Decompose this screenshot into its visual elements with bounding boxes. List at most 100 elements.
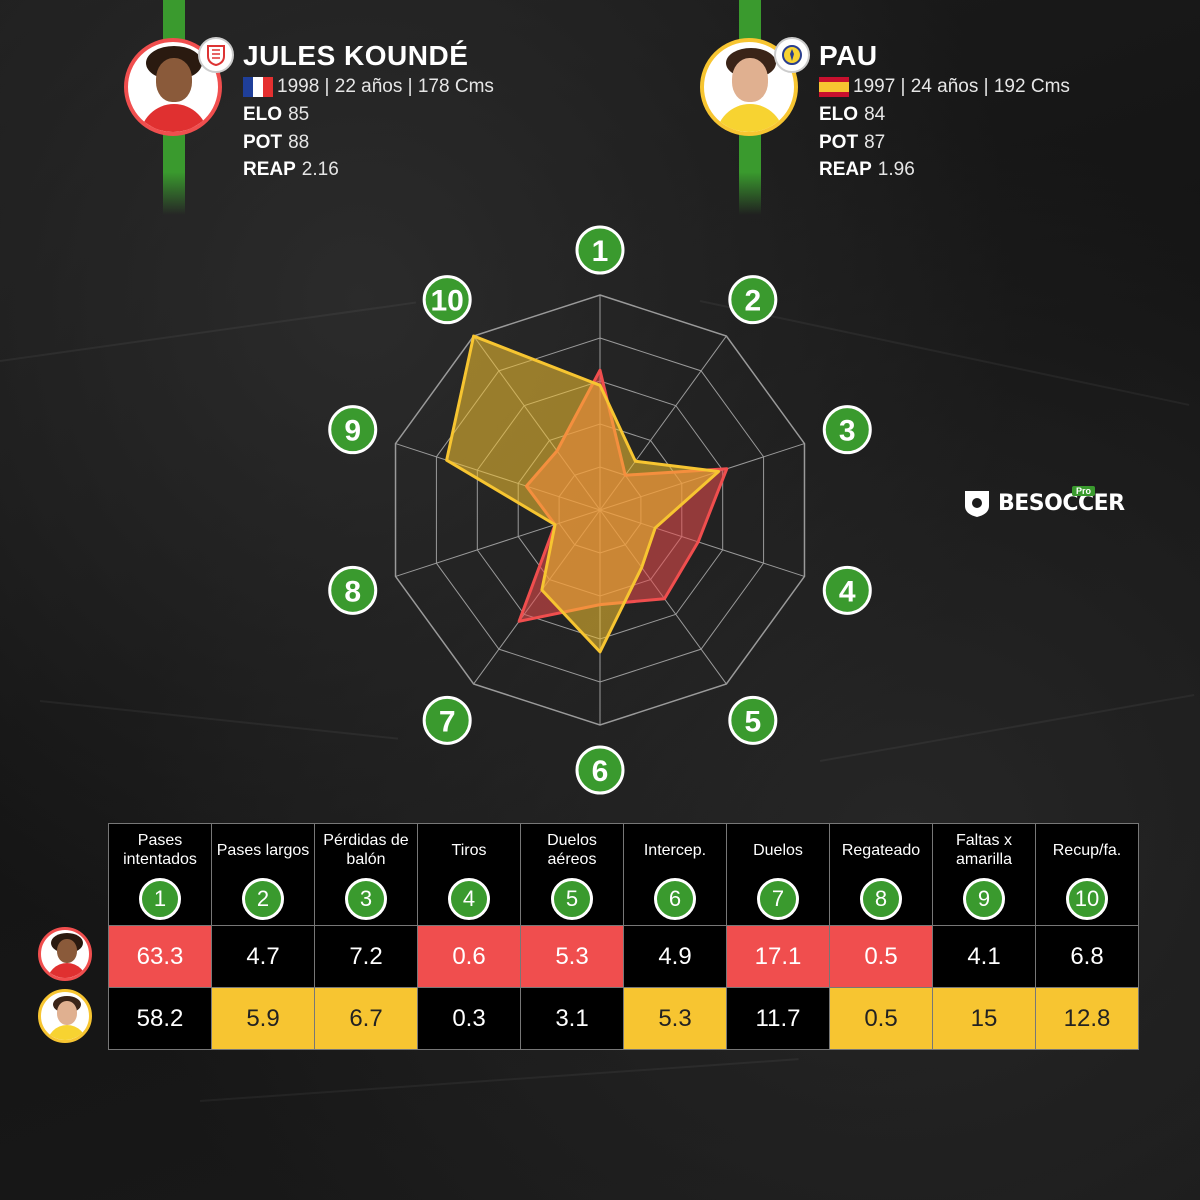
table-row: 63.3 4.7 7.2 0.6 5.3 4.9 17.1 0.5 4.1 6.8: [108, 925, 1139, 988]
column-number-badge: 10: [1066, 878, 1108, 920]
spain-flag-icon: [819, 77, 849, 97]
radar-axis-badge: [822, 565, 872, 615]
reap-value: 1.96: [877, 159, 915, 180]
player1-avatar: [124, 38, 222, 136]
radar-axis-badge: [728, 275, 778, 325]
radar-axis-badge: [328, 565, 378, 615]
table-cell: 6.7: [314, 987, 418, 1050]
player2-bio: 1997 | 24 años | 192 Cms: [853, 76, 1070, 97]
radar-axis-label: 5: [744, 705, 761, 738]
column-header-label: Tiros: [451, 841, 487, 859]
radar-series-2: [445, 334, 721, 654]
column-header: Duelos aéreos 5: [520, 823, 624, 926]
player1-reap: REAP 2.16: [243, 159, 339, 181]
player1-info: 1998 | 22 años | 178 Cms: [243, 76, 494, 98]
column-number-badge: 1: [139, 878, 181, 920]
column-header-label: Regateado: [841, 841, 921, 859]
reap-label: REAP: [243, 159, 296, 180]
player2-elo: ELO 84: [819, 104, 885, 126]
france-flag-icon: [243, 77, 273, 97]
radar-axis-label: 8: [344, 575, 361, 608]
column-header-label: Pases intentados: [123, 832, 197, 868]
table-cell: 0.3: [417, 987, 521, 1050]
column-header-label: Duelos: [753, 841, 803, 859]
radar-axis-label: 6: [592, 755, 609, 788]
table-row: 58.2 5.9 6.7 0.3 3.1 5.3 11.7 0.5 15 12.8: [108, 987, 1139, 1050]
player2-pot: POT 87: [819, 132, 885, 154]
column-number-badge: 8: [860, 878, 902, 920]
radar-axis-badge: [575, 745, 625, 795]
pot-value: 87: [864, 132, 886, 153]
player2-name: PAU: [819, 40, 878, 71]
column-number-badge: 5: [551, 878, 593, 920]
column-header: Pérdidas de balón 3: [314, 823, 418, 926]
row-avatar-player2: [38, 989, 92, 1043]
table-cell: 4.1: [932, 925, 1036, 988]
radar-axis-label: 10: [430, 285, 463, 318]
brand-name: BESOCCER: [998, 490, 1125, 516]
table-cell: 6.8: [1035, 925, 1139, 988]
table-cell: 15: [932, 987, 1036, 1050]
radar-axis-label: 4: [839, 575, 856, 608]
player1-name: JULES KOUNDÉ: [243, 40, 469, 71]
table-cell: 58.2: [108, 987, 212, 1050]
radar-axis-badge: [422, 275, 472, 325]
player1-elo: ELO 85: [243, 104, 309, 126]
table-cell: 0.5: [829, 987, 933, 1050]
column-header: Tiros 4: [417, 823, 521, 926]
table-cell: 12.8: [1035, 987, 1139, 1050]
brand-pro-badge: Pro: [1072, 486, 1096, 496]
radar-axis-badge: [728, 695, 778, 745]
besoccer-shield-icon: [965, 491, 989, 517]
pot-label: POT: [243, 132, 283, 153]
radar-axis-badge: [328, 405, 378, 455]
column-header: Duelos 7: [726, 823, 830, 926]
table-cell: 11.7: [726, 987, 830, 1050]
reap-value: 2.16: [301, 159, 339, 180]
table-cell: 7.2: [314, 925, 418, 988]
radar-axis-label: 3: [839, 415, 856, 448]
column-number-badge: 6: [654, 878, 696, 920]
column-number-badge: 9: [963, 878, 1005, 920]
column-header: Faltas x amarilla 9: [932, 823, 1036, 926]
column-header-label: Pases largos: [216, 841, 310, 859]
radar-axis-label: 1: [592, 235, 609, 268]
column-header: Intercep. 6: [623, 823, 727, 926]
player1-bio: 1998 | 22 años | 178 Cms: [277, 76, 494, 97]
column-number-badge: 7: [757, 878, 799, 920]
table-cell: 63.3: [108, 925, 212, 988]
column-number-badge: 2: [242, 878, 284, 920]
texture-line: [199, 1058, 799, 1102]
table-cell: 5.3: [623, 987, 727, 1050]
radar-axis-label: 9: [344, 415, 361, 448]
table-cell: 4.7: [211, 925, 315, 988]
besoccer-logo: BESOCCER Pro: [962, 486, 1125, 518]
radar-axis-label: 7: [439, 705, 456, 738]
table-cell: 5.3: [520, 925, 624, 988]
column-header-label: Intercep.: [643, 841, 707, 859]
row-avatar-player1: [38, 927, 92, 981]
pot-value: 88: [288, 132, 310, 153]
radar-axis-badge: [575, 225, 625, 275]
column-number-badge: 4: [448, 878, 490, 920]
column-header-label: Recup/fa.: [1052, 841, 1122, 859]
column-header-label: Faltas x amarilla: [955, 832, 1012, 868]
column-header: Pases intentados 1: [108, 823, 212, 926]
radar-chart: 1 2 3 4 5 6 7 8 9 10: [328, 225, 872, 795]
table-cell: 3.1: [520, 987, 624, 1050]
column-header-label: Duelos aéreos: [547, 832, 597, 868]
table-cell: 17.1: [726, 925, 830, 988]
table-cell: 5.9: [211, 987, 315, 1050]
column-header: Regateado 8: [829, 823, 933, 926]
table-cell: 0.6: [417, 925, 521, 988]
player2-reap: REAP 1.96: [819, 159, 915, 181]
table-cell: 0.5: [829, 925, 933, 988]
column-header-label: Pérdidas de balón: [323, 832, 409, 868]
elo-value: 85: [288, 104, 310, 125]
elo-value: 84: [864, 104, 886, 125]
stats-table: Pases intentados 1 Pases largos 2 Pérdidas d…: [108, 823, 1139, 1050]
villarreal-crest-icon: [774, 37, 810, 73]
elo-label: ELO: [819, 104, 859, 125]
player2-info: 1997 | 24 años | 192 Cms: [819, 76, 1070, 98]
sevilla-crest-icon: [198, 37, 234, 73]
